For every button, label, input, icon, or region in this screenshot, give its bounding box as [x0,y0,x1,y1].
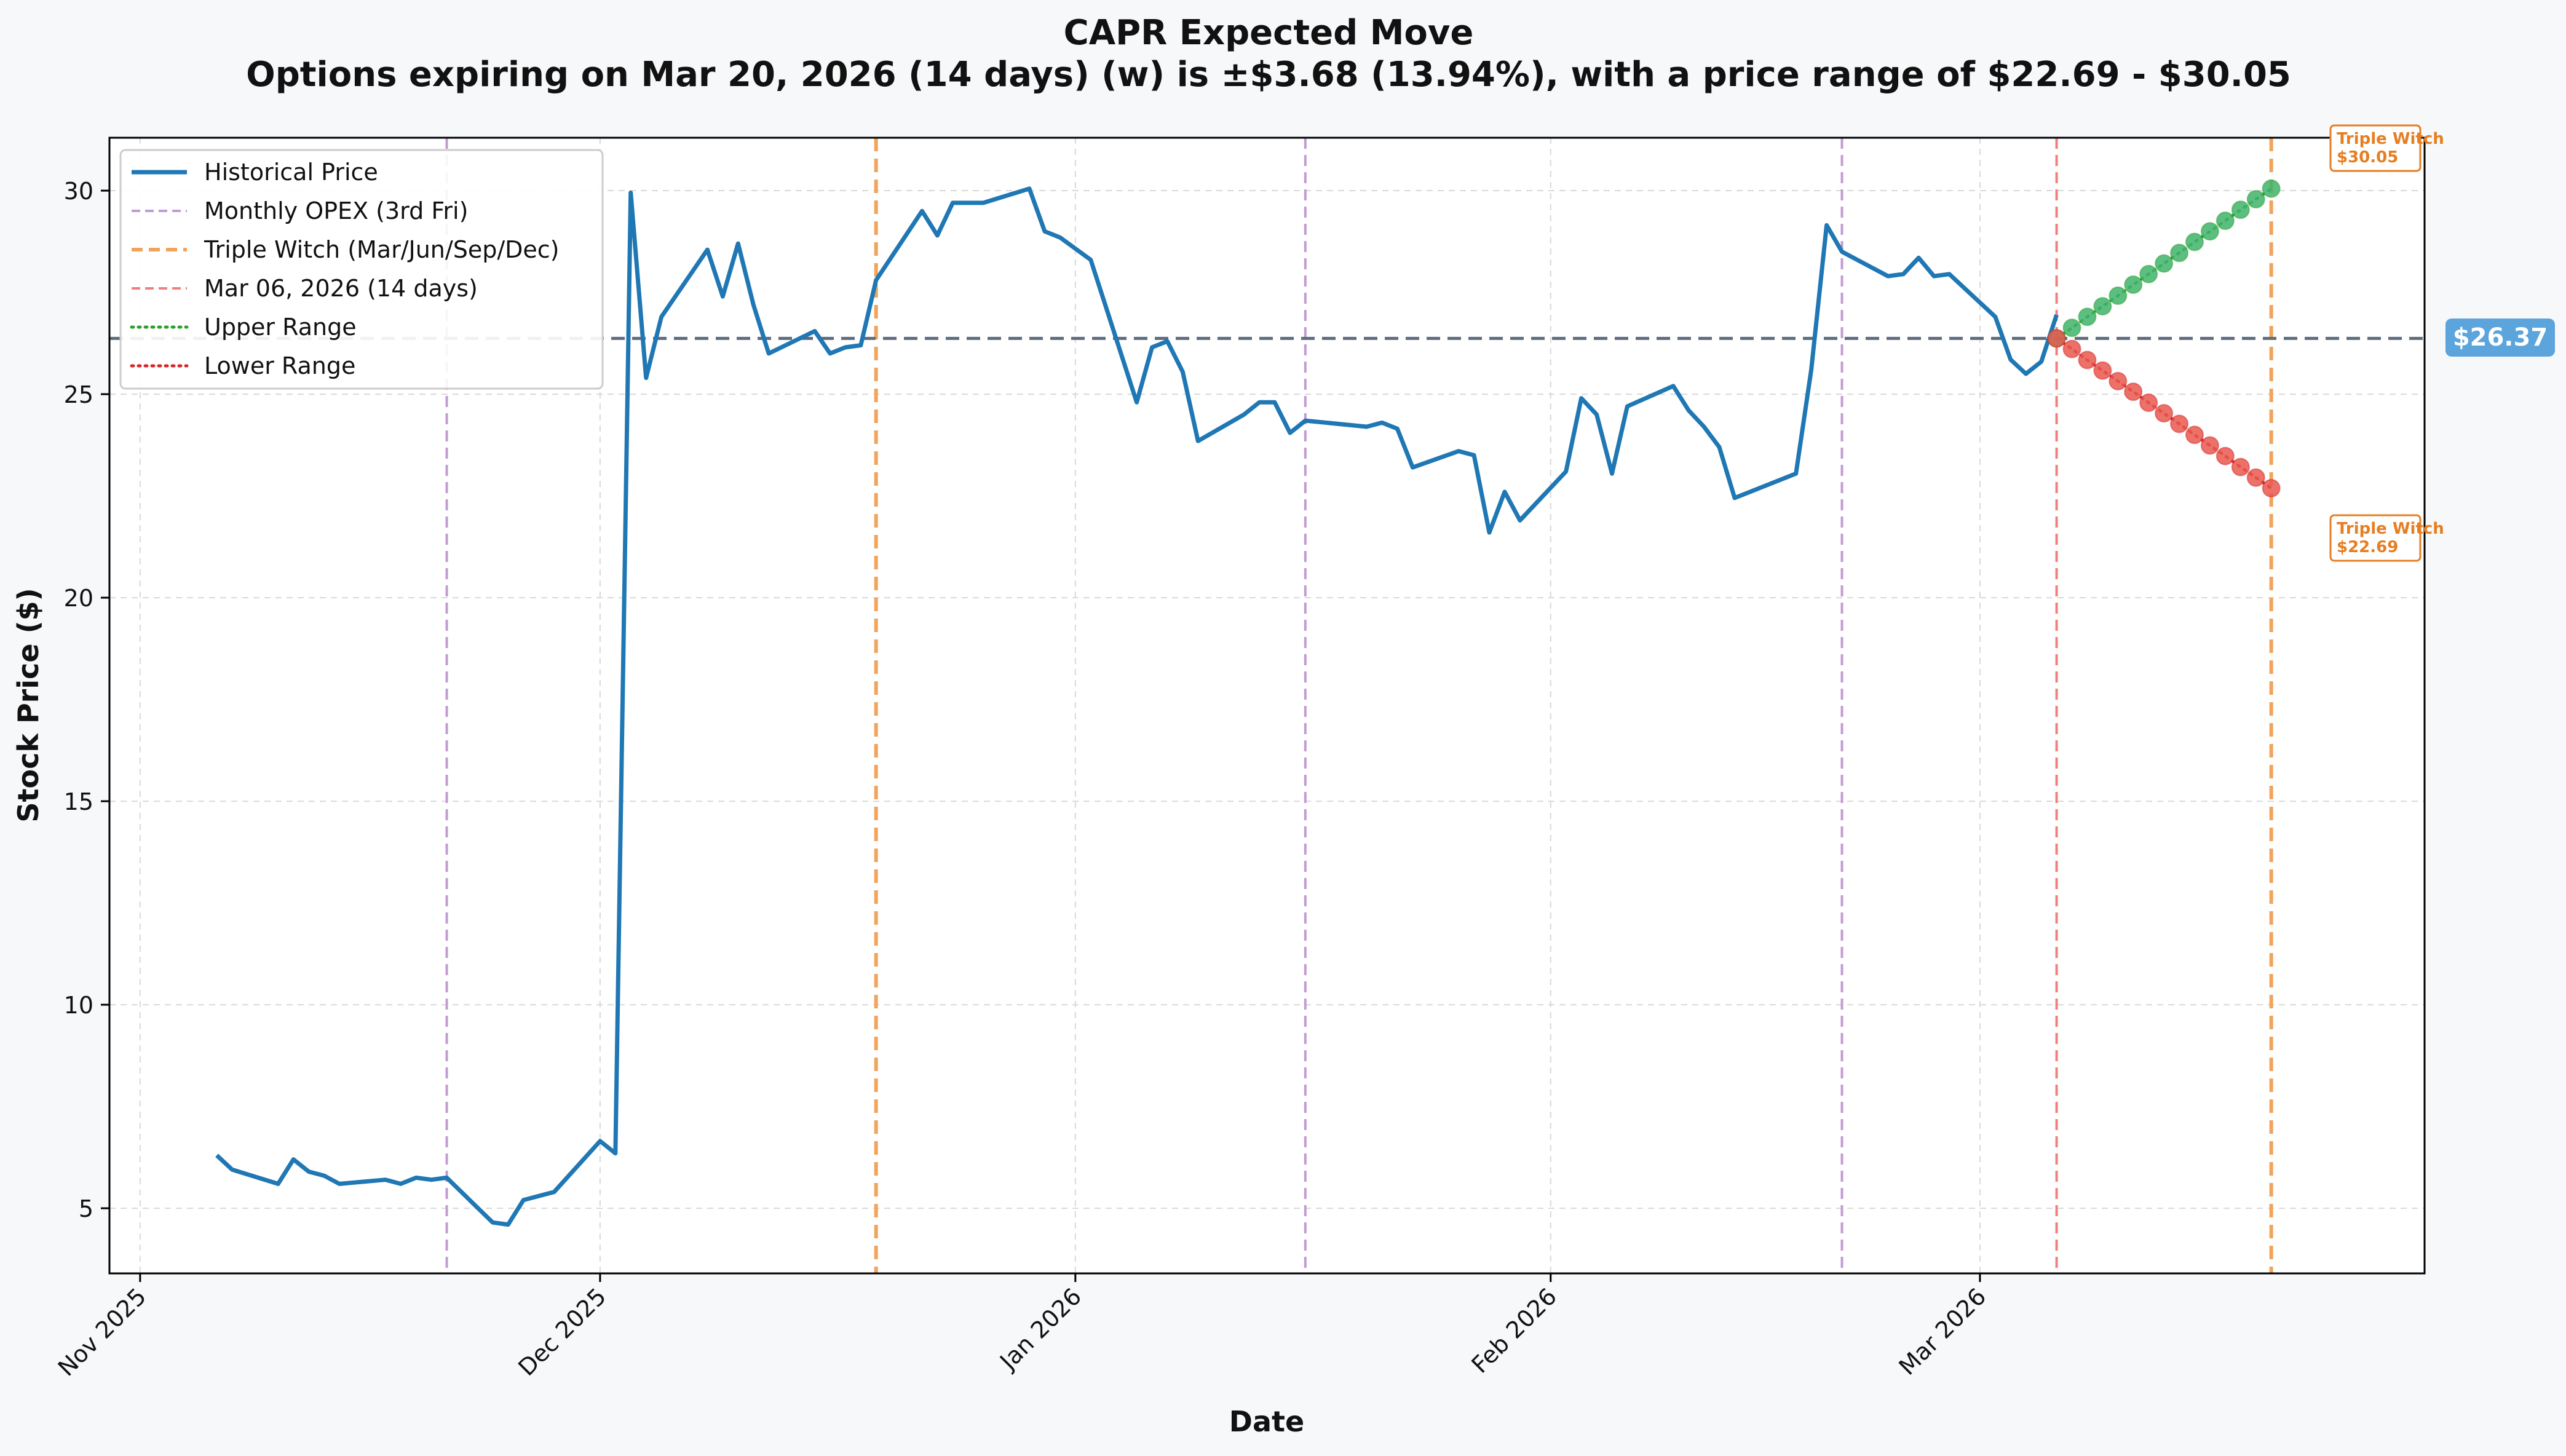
annotation-upper: Triple Witch $30.05 [2329,124,2444,172]
lower-range-point [2047,329,2066,348]
upper-range-point [2124,275,2143,294]
legend-items: Historical Price Monthly OPEX (3rd Fri) Tr… [130,159,559,379]
upper-range-point [2216,212,2235,231]
lower-range-point [2246,468,2265,487]
legend-label: Monthly OPEX (3rd Fri) [204,197,468,224]
legend-label: Mar 06, 2026 (14 days) [204,275,478,302]
upper-range-point [2185,232,2204,251]
lower-range-point [2093,361,2112,380]
y-tick-label: 30 [64,178,93,205]
lower-range-point [2124,382,2143,402]
annotation-lower-line1: Triple Witch [2337,520,2444,538]
triple-witch-annotations: Triple Witch $30.05 Triple Witch $22.69 [2329,124,2444,562]
event-lines [445,138,2273,1273]
lower-range-point [2185,425,2204,445]
upper-range-point [2139,264,2158,283]
upper-range-point [2062,318,2081,338]
annotation-upper-box [2329,124,2421,172]
y-tick-label: 5 [79,1195,93,1222]
legend-box [119,149,604,390]
annotation-upper-line2: $30.05 [2337,148,2398,167]
y-tick-label: 20 [64,585,93,612]
upper-range-point [2093,297,2112,316]
lower-range-point [2200,436,2219,455]
lower-range-point [2262,478,2281,497]
lower-range-point [2155,404,2174,423]
x-axis-label: Date [1229,1405,1304,1438]
lower-range-point [2109,371,2128,390]
legend-label: Upper Range [204,314,357,341]
upper-range-point [2078,307,2097,326]
annotation-lower-box [2329,514,2421,562]
grid [109,138,2425,1273]
y-tick-label: 15 [64,788,93,815]
current-price-tag-box [2445,318,2555,357]
lower-range-point [2170,414,2189,433]
plot-frame [108,136,2426,1275]
legend-label: Historical Price [204,159,378,186]
lower-range-point [2231,457,2250,477]
legend-label: Triple Witch (Mar/Jun/Sep/Dec) [204,236,559,263]
legend: Historical Price Monthly OPEX (3rd Fri) Tr… [119,149,604,390]
chart-title: CAPR Expected Move [1064,13,1474,53]
current-price-tag-text: $26.37 [2453,323,2548,352]
y-tick-label: 25 [64,381,93,408]
range-markers [2047,179,2281,497]
upper-range-point [2109,286,2128,305]
upper-range-point [2170,243,2189,263]
chart-subtitle: Options expiring on Mar 20, 2026 (14 day… [246,55,2291,95]
upper-range-point [2231,200,2250,220]
lower-range-point [2062,339,2081,358]
lower-range-point [2216,446,2235,465]
lower-range-point [2078,350,2097,370]
upper-range-point [2262,179,2281,198]
annotation-upper-line1: Triple Witch [2337,130,2444,148]
lower-range-point [2139,393,2158,412]
upper-range-point [2155,254,2174,273]
annotation-lower: Triple Witch $22.69 [2329,514,2444,562]
legend-label: Lower Range [204,352,355,379]
y-tick-label: 10 [64,992,93,1019]
upper-range-point [2246,189,2265,208]
current-price-tag: $26.37 [2445,318,2555,357]
y-axis-label: Stock Price ($) [12,588,45,822]
upper-range-point [2200,222,2219,241]
annotation-lower-line2: $22.69 [2337,538,2398,556]
historical-price-line [215,186,2059,1227]
